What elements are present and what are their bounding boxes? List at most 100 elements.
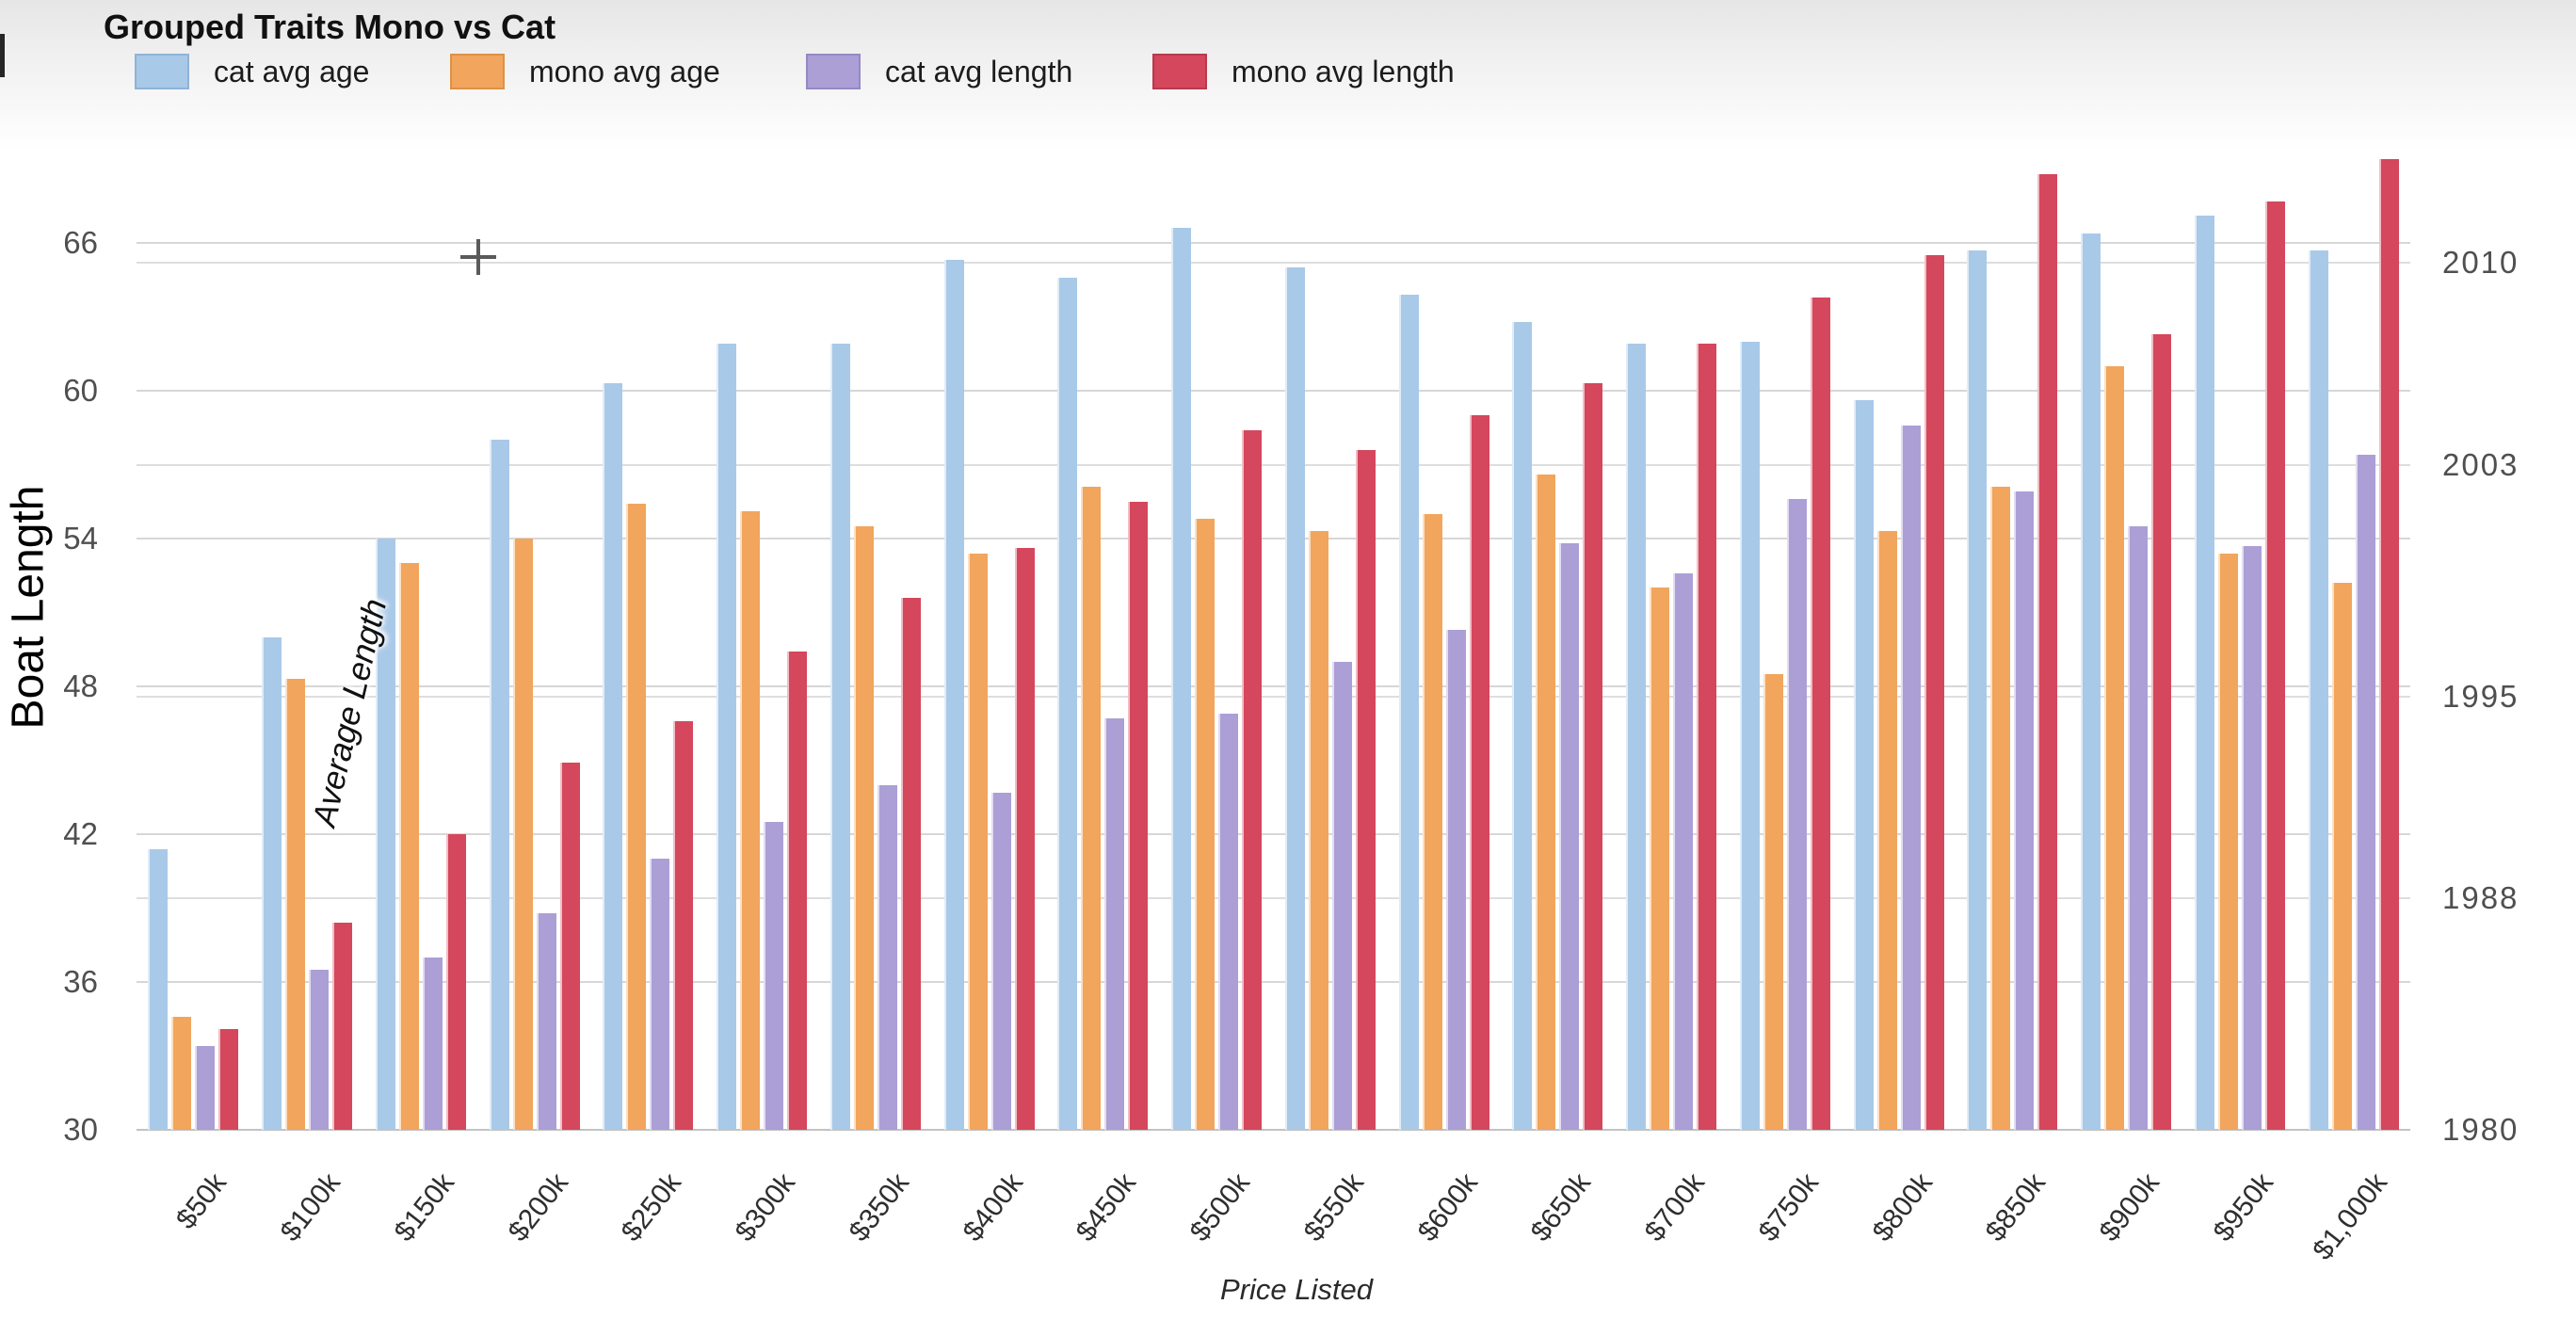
y-axis-right-tick-label: 1995 — [2442, 678, 2520, 714]
bar-cat-avg-age--100k[interactable] — [262, 636, 282, 1130]
bar-cat-avg-length--600k[interactable] — [1445, 629, 1466, 1130]
x-axis-tick-label: $900k — [2093, 1167, 2166, 1248]
bar-mono-avg-age--450k[interactable] — [1081, 487, 1102, 1130]
bar-mono-avg-length--900k[interactable] — [2151, 333, 2172, 1130]
bar-mono-avg-length--150k[interactable] — [445, 833, 466, 1130]
bar-cat-avg-length--950k[interactable] — [2241, 545, 2262, 1130]
bar-mono-avg-length--100k[interactable] — [332, 923, 353, 1130]
bar-mono-avg-length--750k[interactable] — [1810, 297, 1830, 1130]
bar-cat-avg-age--700k[interactable] — [1626, 344, 1647, 1130]
bar-mono-avg-length--1-000k[interactable] — [2378, 159, 2399, 1130]
bar-mono-avg-length--800k[interactable] — [1924, 255, 1944, 1130]
bar-mono-avg-length--450k[interactable] — [1128, 501, 1149, 1130]
legend-item-mono-avg-length[interactable]: mono avg length — [1152, 53, 1455, 90]
legend-label: cat avg length — [885, 54, 1073, 89]
bar-mono-avg-length--700k[interactable] — [1697, 344, 1717, 1130]
bar-mono-avg-length--500k[interactable] — [1242, 429, 1263, 1130]
x-axis-tick-label: $850k — [1980, 1167, 2053, 1248]
bar-mono-avg-length--400k[interactable] — [1014, 548, 1035, 1130]
bar-cat-avg-age--600k[interactable] — [1398, 294, 1419, 1130]
legend-swatch-mono-avg-length-icon — [1152, 54, 1207, 89]
bar-cat-avg-length--500k[interactable] — [1218, 713, 1239, 1130]
bar-cat-avg-age--750k[interactable] — [1739, 341, 1760, 1130]
bar-cat-avg-age--650k[interactable] — [1512, 321, 1533, 1130]
legend-item-cat-avg-length[interactable]: cat avg length — [806, 53, 1072, 90]
y-axis-right-tick-label: 1988 — [2442, 880, 2520, 916]
bar-cat-avg-age--550k[interactable] — [1284, 267, 1305, 1130]
bar-cat-avg-length--450k[interactable] — [1104, 718, 1125, 1130]
bar-mono-avg-age--300k[interactable] — [740, 511, 761, 1130]
bar-mono-avg-age--50k[interactable] — [171, 1016, 192, 1130]
bar-mono-avg-age--500k[interactable] — [1195, 519, 1216, 1130]
bar-cat-avg-length--50k[interactable] — [195, 1046, 216, 1130]
bar-cat-avg-age--400k[interactable] — [943, 260, 964, 1130]
bar-mono-avg-age--100k[interactable] — [285, 679, 306, 1130]
bar-cat-avg-age--850k[interactable] — [1967, 250, 1988, 1130]
bar-mono-avg-age--1-000k[interactable] — [2331, 583, 2352, 1130]
bar-cat-avg-age--250k[interactable] — [603, 383, 623, 1130]
bar-mono-avg-age--750k[interactable] — [1763, 673, 1783, 1130]
bar-cat-avg-length--800k[interactable] — [1900, 425, 1921, 1130]
bar-cat-avg-length--250k[interactable] — [650, 859, 670, 1130]
bar-mono-avg-age--800k[interactable] — [1876, 531, 1897, 1130]
y-axis-right-tick-label: 2010 — [2442, 245, 2520, 280]
bar-cat-avg-age--950k[interactable] — [2194, 216, 2214, 1130]
bar-cat-avg-age--200k[interactable] — [489, 440, 509, 1130]
bar-mono-avg-length--950k[interactable] — [2264, 201, 2285, 1130]
x-axis-tick-label: $150k — [388, 1167, 460, 1248]
bar-cat-avg-age--350k[interactable] — [829, 344, 850, 1130]
bar-cat-avg-length--150k[interactable] — [422, 957, 443, 1130]
bar-cat-avg-length--1-000k[interactable] — [2355, 455, 2375, 1130]
bar-cat-avg-age--800k[interactable] — [1853, 400, 1874, 1130]
bar-cat-avg-length--200k[interactable] — [536, 912, 556, 1130]
legend-item-mono-avg-age[interactable]: mono avg age — [450, 53, 720, 90]
bar-cat-avg-length--350k[interactable] — [877, 784, 897, 1130]
bar-cat-avg-length--850k[interactable] — [2014, 491, 2035, 1130]
bar-mono-avg-length--250k[interactable] — [673, 720, 694, 1130]
bar-mono-avg-age--550k[interactable] — [1308, 531, 1328, 1130]
bar-mono-avg-age--900k[interactable] — [2104, 365, 2125, 1130]
bar-cat-avg-length--650k[interactable] — [1559, 543, 1580, 1130]
bar-cat-avg-length--550k[interactable] — [1331, 661, 1352, 1130]
bar-mono-avg-length--200k[interactable] — [559, 763, 580, 1130]
bar-mono-avg-length--350k[interactable] — [900, 597, 921, 1130]
bar-mono-avg-age--700k[interactable] — [1650, 588, 1670, 1130]
x-axis-tick-label: $600k — [1411, 1167, 1484, 1248]
bar-mono-avg-age--250k[interactable] — [626, 504, 647, 1130]
bar-mono-avg-age--350k[interactable] — [853, 525, 874, 1130]
bar-cat-avg-age--300k[interactable] — [716, 344, 737, 1130]
bar-mono-avg-length--650k[interactable] — [1583, 383, 1603, 1130]
bar-cat-avg-age--900k[interactable] — [2081, 233, 2101, 1130]
y-axis-title: Boat Length — [3, 485, 54, 730]
y-axis-left-tick-label: 60 — [63, 372, 98, 408]
bar-cat-avg-length--750k[interactable] — [1786, 499, 1807, 1130]
bar-cat-avg-age--500k[interactable] — [1171, 228, 1192, 1130]
bar-cat-avg-length--400k[interactable] — [990, 792, 1011, 1130]
bar-mono-avg-age--400k[interactable] — [967, 553, 988, 1130]
bar-cat-avg-length--100k[interactable] — [309, 969, 330, 1130]
bar-mono-avg-age--150k[interactable] — [398, 563, 419, 1130]
bar-mono-avg-age--950k[interactable] — [2217, 553, 2238, 1130]
bar-cat-avg-length--900k[interactable] — [2128, 525, 2149, 1130]
bar-cat-avg-length--300k[interactable] — [764, 821, 784, 1130]
bar-cat-avg-age--50k[interactable] — [148, 848, 169, 1130]
bar-mono-avg-length--850k[interactable] — [2037, 173, 2058, 1130]
legend-label: mono avg length — [1232, 54, 1455, 89]
legend-item-cat-avg-age[interactable]: cat avg age — [135, 53, 369, 90]
bar-mono-avg-length--300k[interactable] — [787, 652, 808, 1130]
bar-cat-avg-age--1-000k[interactable] — [2308, 250, 2328, 1130]
bar-mono-avg-length--550k[interactable] — [1355, 449, 1376, 1130]
bar-mono-avg-age--200k[interactable] — [512, 538, 533, 1130]
x-axis-tick-label: $300k — [729, 1167, 802, 1248]
bar-mono-avg-length--600k[interactable] — [1469, 415, 1489, 1130]
gridline-left-36 — [137, 980, 2410, 983]
bar-mono-avg-age--850k[interactable] — [1990, 487, 2011, 1130]
bar-cat-avg-age--150k[interactable] — [375, 538, 395, 1130]
bar-cat-avg-age--450k[interactable] — [1057, 277, 1078, 1130]
bar-mono-avg-length--50k[interactable] — [218, 1028, 239, 1130]
gridline-right-2010 — [137, 262, 2410, 264]
bar-cat-avg-length--700k[interactable] — [1673, 572, 1694, 1130]
bar-mono-avg-age--600k[interactable] — [1422, 513, 1442, 1130]
bar-mono-avg-age--650k[interactable] — [1536, 474, 1556, 1130]
